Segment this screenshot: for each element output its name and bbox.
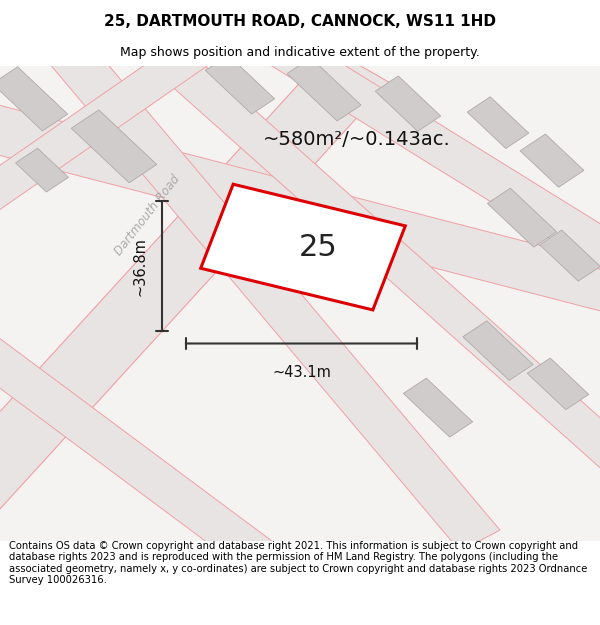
- Polygon shape: [71, 110, 157, 183]
- Polygon shape: [403, 378, 473, 437]
- Polygon shape: [0, 67, 68, 131]
- Polygon shape: [0, 328, 286, 578]
- Text: ~43.1m: ~43.1m: [272, 365, 331, 380]
- Text: Dartmouth Road: Dartmouth Road: [112, 173, 182, 258]
- Polygon shape: [16, 148, 68, 192]
- Polygon shape: [256, 28, 600, 279]
- Polygon shape: [375, 76, 441, 131]
- Text: Map shows position and indicative extent of the property.: Map shows position and indicative extent…: [120, 46, 480, 59]
- Polygon shape: [527, 358, 589, 410]
- Polygon shape: [0, 66, 600, 541]
- Polygon shape: [463, 321, 533, 381]
- Text: 25: 25: [299, 232, 337, 262]
- Polygon shape: [0, 49, 389, 510]
- Polygon shape: [287, 58, 361, 121]
- Polygon shape: [205, 55, 275, 114]
- Text: ~36.8m: ~36.8m: [132, 237, 147, 296]
- Polygon shape: [201, 184, 405, 310]
- Polygon shape: [520, 134, 584, 188]
- Polygon shape: [0, 100, 600, 316]
- Polygon shape: [40, 31, 500, 551]
- Polygon shape: [134, 31, 600, 481]
- Polygon shape: [539, 230, 600, 281]
- Polygon shape: [0, 29, 224, 221]
- Text: 25, DARTMOUTH ROAD, CANNOCK, WS11 1HD: 25, DARTMOUTH ROAD, CANNOCK, WS11 1HD: [104, 14, 496, 29]
- Polygon shape: [467, 97, 529, 149]
- Polygon shape: [487, 188, 557, 247]
- Text: Contains OS data © Crown copyright and database right 2021. This information is : Contains OS data © Crown copyright and d…: [9, 541, 587, 586]
- Text: ~580m²/~0.143ac.: ~580m²/~0.143ac.: [263, 130, 451, 149]
